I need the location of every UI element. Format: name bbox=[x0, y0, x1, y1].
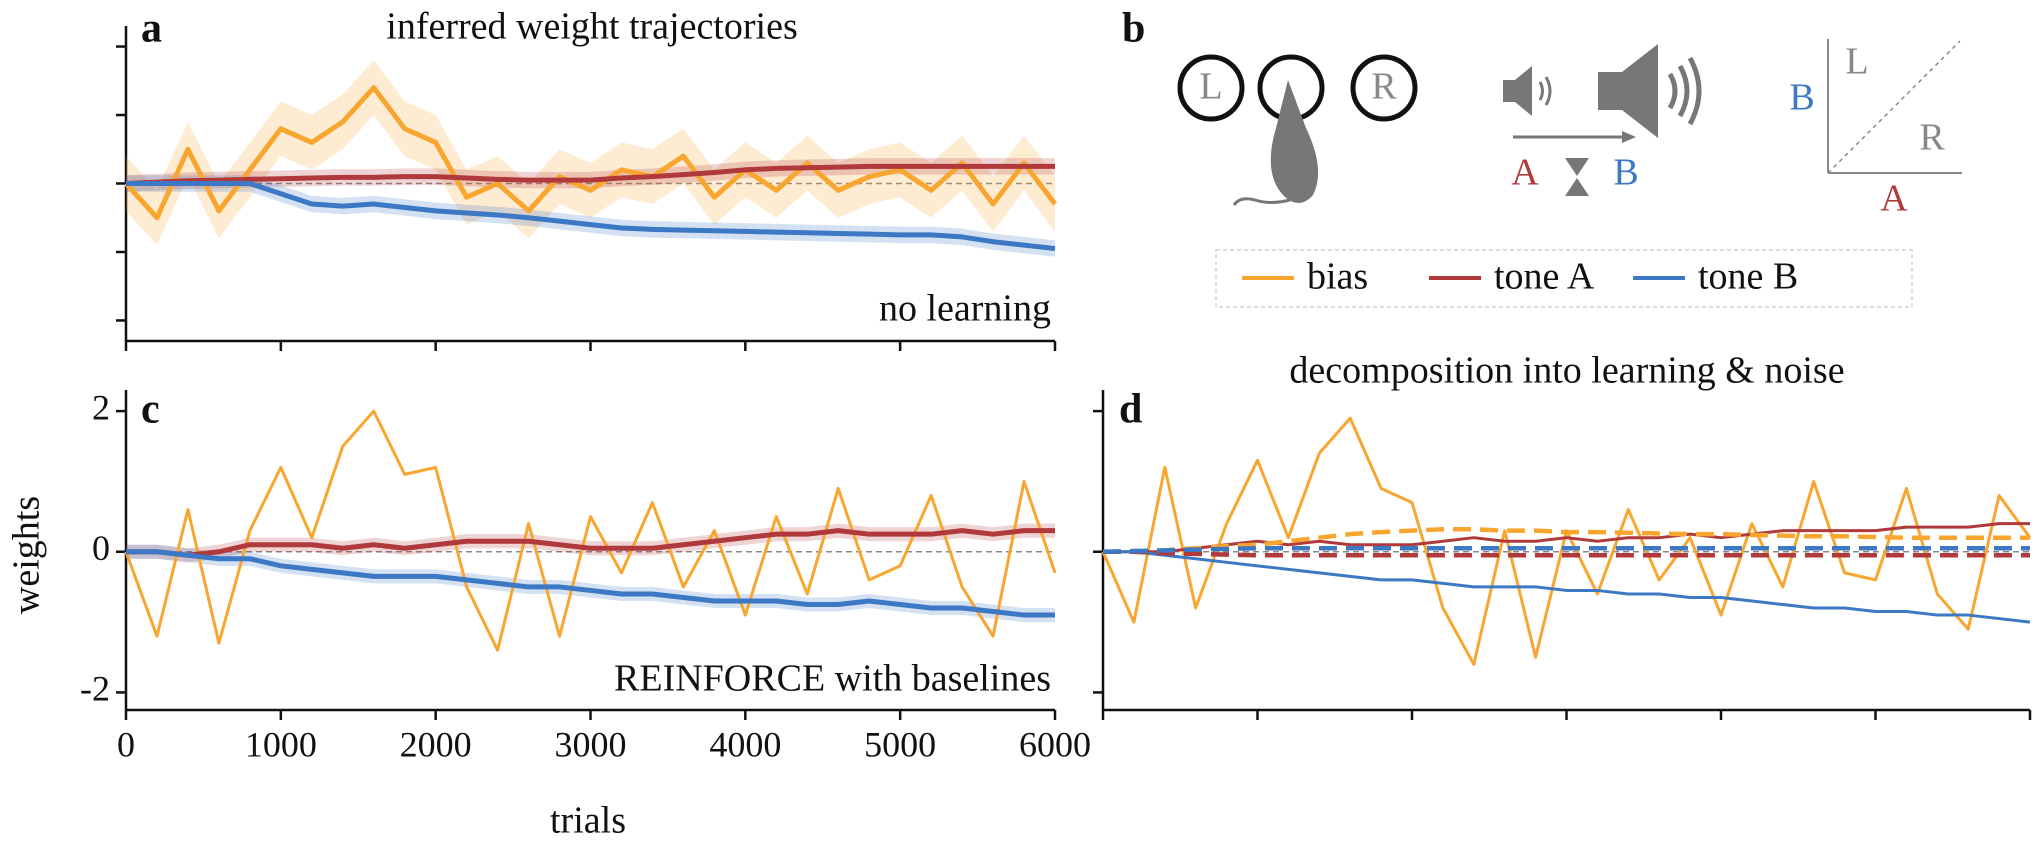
port-label: R bbox=[1371, 66, 1397, 108]
legend-label: tone B bbox=[1698, 256, 1798, 298]
panel-title: decomposition into learning & noise bbox=[1289, 350, 1844, 392]
y-tick-label: 2 bbox=[92, 387, 110, 427]
port bbox=[1350, 54, 1418, 122]
y-tick-label: -2 bbox=[80, 669, 110, 709]
task-diagram: b L R A B B L R A bbox=[1122, 6, 1962, 220]
x-tick-label: 5000 bbox=[864, 724, 936, 764]
annotation: no learning bbox=[879, 288, 1051, 330]
x-axis-label: trials bbox=[550, 800, 626, 842]
series-line bbox=[1103, 549, 2030, 558]
x-tick-label: 3000 bbox=[555, 724, 627, 764]
diagonal bbox=[1827, 40, 1961, 174]
panel-letter: c bbox=[141, 387, 160, 433]
panel-letter: a bbox=[141, 6, 162, 52]
series-line bbox=[124, 85, 1057, 221]
series-line bbox=[126, 528, 1055, 558]
annotation: REINFORCE with baselines bbox=[614, 658, 1051, 700]
y-axis-label: weights bbox=[6, 496, 48, 614]
panel-title: inferred weight trajectories bbox=[386, 6, 797, 48]
series-line bbox=[125, 163, 1055, 186]
port-label: L bbox=[1199, 66, 1222, 108]
panel-letter: d bbox=[1119, 387, 1142, 433]
diagram-label: R bbox=[1919, 117, 1945, 159]
series-line bbox=[1103, 527, 2030, 555]
arrowhead bbox=[1622, 131, 1636, 143]
series-line bbox=[126, 549, 1055, 618]
series-line bbox=[1102, 545, 2030, 555]
series-line bbox=[124, 409, 1057, 652]
tone-label: B bbox=[1613, 152, 1638, 194]
legend-label: bias bbox=[1307, 256, 1368, 298]
series-line bbox=[126, 181, 1056, 252]
confidence-band bbox=[126, 544, 1055, 623]
diagram-label: B bbox=[1789, 77, 1814, 119]
mouse bbox=[1232, 80, 1319, 206]
panel-letter: b bbox=[1122, 6, 1145, 52]
hourglass bbox=[1565, 158, 1589, 196]
speaker-soft bbox=[1503, 66, 1552, 116]
legend-label: tone A bbox=[1494, 256, 1595, 298]
x-tick-label: 0 bbox=[117, 724, 135, 764]
speaker-loud bbox=[1598, 44, 1702, 138]
series-line bbox=[1103, 522, 2030, 554]
confidence-band bbox=[126, 175, 1055, 257]
legend-box bbox=[1215, 249, 1913, 308]
x-tick-label: 4000 bbox=[709, 724, 781, 764]
tone-label: A bbox=[1511, 152, 1539, 194]
x-tick-label: 6000 bbox=[1019, 724, 1091, 764]
diagram-label: A bbox=[1880, 178, 1908, 220]
x-tick-label: 1000 bbox=[245, 724, 317, 764]
y-tick-label: 0 bbox=[92, 528, 110, 568]
x-tick-label: 2000 bbox=[400, 724, 472, 764]
series-line bbox=[1101, 416, 2032, 666]
diagram-label: L bbox=[1845, 41, 1868, 83]
series-line bbox=[1103, 550, 2031, 624]
port bbox=[1177, 54, 1245, 122]
